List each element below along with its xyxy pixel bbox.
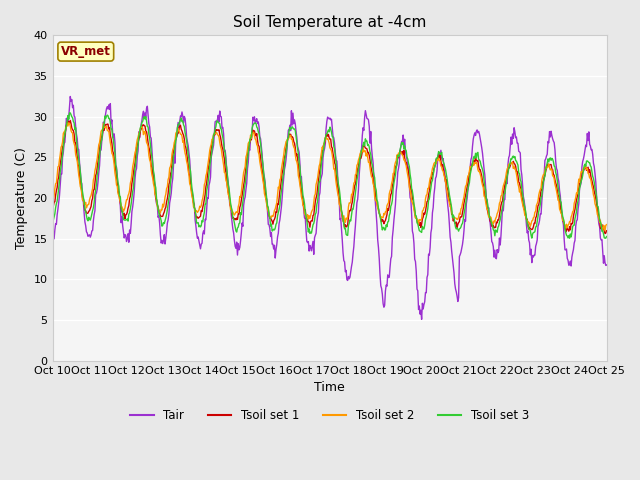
Tsoil set 3 <box>66 110 74 116</box>
Tair <box>414 288 422 294</box>
Tsoil set 2 <box>202 173 210 179</box>
Tsoil set 1 <box>49 207 56 213</box>
Tair <box>202 217 210 223</box>
Tsoil set 3 <box>116 194 124 200</box>
Tsoil set 1 <box>202 184 210 190</box>
Tair <box>397 139 405 144</box>
Tsoil set 2 <box>65 120 72 126</box>
X-axis label: Time: Time <box>314 381 345 394</box>
Line: Tsoil set 1: Tsoil set 1 <box>52 120 607 234</box>
Title: Soil Temperature at -4cm: Soil Temperature at -4cm <box>233 15 426 30</box>
Tsoil set 2 <box>397 151 405 156</box>
Tsoil set 1 <box>414 220 422 226</box>
Tair <box>603 262 611 268</box>
Text: VR_met: VR_met <box>61 45 111 58</box>
Tsoil set 1 <box>173 134 180 140</box>
Tsoil set 3 <box>603 234 611 240</box>
Tsoil set 2 <box>414 217 422 223</box>
Tsoil set 2 <box>59 139 67 145</box>
Line: Tsoil set 2: Tsoil set 2 <box>52 123 607 231</box>
Tair <box>418 316 426 322</box>
Tsoil set 1 <box>603 228 611 234</box>
Tsoil set 3 <box>397 140 405 145</box>
Tsoil set 3 <box>566 235 573 241</box>
Tsoil set 2 <box>601 228 609 234</box>
Tsoil set 2 <box>603 222 611 228</box>
Tair <box>116 204 124 209</box>
Tsoil set 2 <box>116 199 124 205</box>
Tsoil set 1 <box>601 231 609 237</box>
Tsoil set 3 <box>173 134 180 140</box>
Tsoil set 2 <box>173 129 180 135</box>
Tsoil set 3 <box>414 221 422 227</box>
Y-axis label: Temperature (C): Temperature (C) <box>15 147 28 249</box>
Tsoil set 1 <box>116 200 124 205</box>
Tsoil set 3 <box>59 150 67 156</box>
Line: Tair: Tair <box>52 96 607 319</box>
Tair <box>67 94 74 99</box>
Tsoil set 1 <box>67 118 74 123</box>
Tsoil set 3 <box>49 214 56 220</box>
Tair <box>59 155 67 160</box>
Tsoil set 1 <box>397 149 405 155</box>
Tsoil set 3 <box>202 201 210 207</box>
Legend: Tair, Tsoil set 1, Tsoil set 2, Tsoil set 3: Tair, Tsoil set 1, Tsoil set 2, Tsoil se… <box>125 404 534 427</box>
Tsoil set 1 <box>59 144 67 150</box>
Tair <box>173 134 180 140</box>
Tair <box>49 227 56 232</box>
Line: Tsoil set 3: Tsoil set 3 <box>52 113 607 238</box>
Tsoil set 2 <box>49 197 56 203</box>
